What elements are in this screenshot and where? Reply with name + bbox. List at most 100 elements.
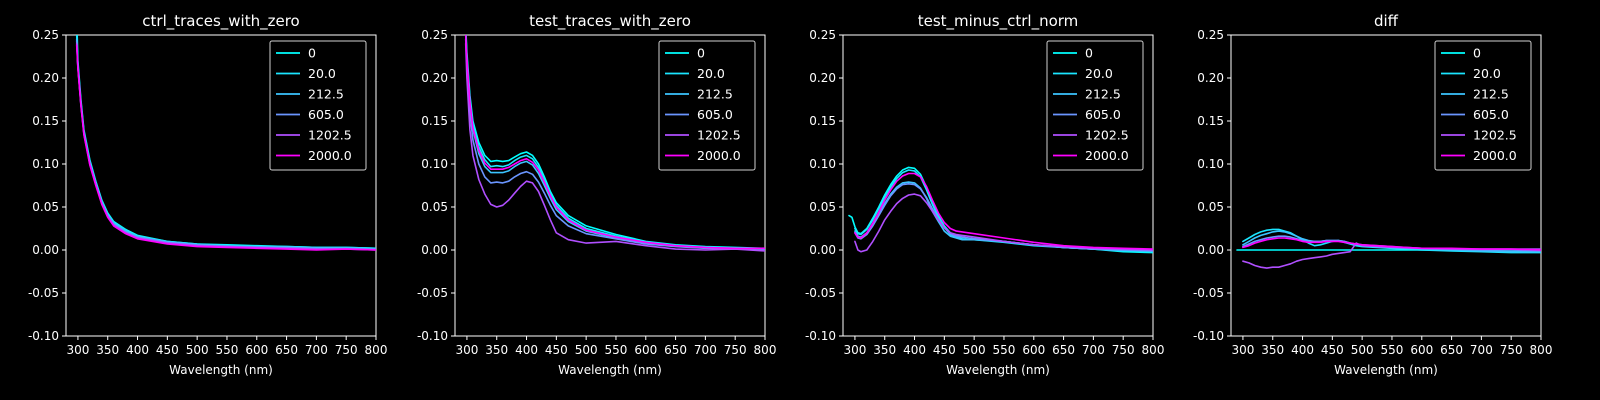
chart-panel-3: test_minus_ctrl_norm 300 350 400 450 500 550 60…: [805, 12, 1165, 377]
x-tick-label: 650: [275, 343, 298, 357]
x-tick-label: 400: [1291, 343, 1314, 357]
y-tick-label: 0.20: [1197, 71, 1224, 85]
y-tick-label: -0.10: [1193, 329, 1224, 343]
y-tick-label: 0.10: [32, 157, 59, 171]
x-tick-label: 350: [96, 343, 119, 357]
series-line-0: [465, 35, 765, 250]
y-tick-label: 0.25: [809, 28, 836, 42]
y-tick-label: 0.20: [32, 71, 59, 85]
x-tick-label: 800: [1142, 343, 1165, 357]
series-group: [75, 35, 376, 251]
x-tick-label: 350: [873, 343, 896, 357]
x-tick-label: 300: [66, 343, 89, 357]
legend-label: 1202.5: [308, 128, 352, 143]
legend-label: 2000.0: [308, 148, 352, 163]
legend-label: 605.0: [1473, 107, 1509, 122]
x-tick-label: 600: [634, 343, 657, 357]
legend-label: 2000.0: [1473, 148, 1517, 163]
y-tick-label: 0.20: [421, 71, 448, 85]
y-tick-label: -0.05: [28, 286, 59, 300]
x-tick-label: 450: [545, 343, 568, 357]
x-tick-label: 300: [455, 343, 478, 357]
y-tick-label: 0.15: [1197, 114, 1224, 128]
x-tick-label: 550: [1381, 343, 1404, 357]
x-tick-label: 700: [305, 343, 328, 357]
x-tick-label: 600: [1410, 343, 1433, 357]
legend-label: 20.0: [1473, 66, 1501, 81]
x-tick-label: 700: [1470, 343, 1493, 357]
x-axis-label: Wavelength (nm): [1334, 363, 1438, 377]
series-line-5: [854, 172, 1153, 250]
chart-panel-2: test_traces_with_zero 300 350 400 450 500 550 6…: [417, 12, 777, 377]
series-line-4: [854, 193, 1153, 253]
x-tick-label: 550: [605, 343, 628, 357]
legend-label: 212.5: [1473, 87, 1509, 102]
y-tick-label: 0.10: [1197, 157, 1224, 171]
x-tick-label: 400: [515, 343, 538, 357]
x-axis-label: Wavelength (nm): [169, 363, 273, 377]
y-tick-label: -0.05: [417, 286, 448, 300]
legend-label: 2000.0: [697, 148, 741, 163]
chart-title: diff: [1374, 12, 1399, 30]
series-line-2: [464, 35, 765, 250]
legend-label: 605.0: [1085, 107, 1121, 122]
x-tick-label: 300: [843, 343, 866, 357]
y-tick-label: 0.00: [809, 243, 836, 257]
y-tick-label: -0.10: [28, 329, 59, 343]
legend-label: 0: [697, 46, 705, 61]
y-tick-label: 0.15: [421, 114, 448, 128]
series-group: [848, 166, 1153, 254]
legend-label: 1202.5: [1473, 128, 1517, 143]
x-tick-label: 650: [1440, 343, 1463, 357]
series-line-5: [75, 44, 376, 251]
x-tick-label: 750: [724, 343, 747, 357]
legend-label: 0: [1473, 46, 1481, 61]
y-tick-label: 0.25: [32, 28, 59, 42]
x-tick-label: 350: [1261, 343, 1284, 357]
x-tick-label: 400: [903, 343, 926, 357]
series-line-3: [464, 38, 765, 250]
x-tick-label: 300: [1231, 343, 1254, 357]
series-line-4: [464, 42, 765, 252]
series-group: [1236, 228, 1541, 269]
x-tick-label: 450: [156, 343, 179, 357]
chart-title: ctrl_traces_with_zero: [142, 12, 299, 31]
y-tick-label: 0.25: [421, 28, 448, 42]
series-group: [464, 35, 765, 252]
legend-label: 20.0: [697, 66, 725, 81]
y-tick-label: 0.05: [421, 200, 448, 214]
y-tick-label: 0.10: [421, 157, 448, 171]
legend: 0 20.0 212.5 605.0 1202.5 2000.0: [269, 40, 367, 171]
y-tick-label: -0.10: [805, 329, 836, 343]
x-tick-label: 450: [1321, 343, 1344, 357]
series-line-1: [1242, 228, 1541, 254]
chart-panel-1: ctrl_traces_with_zero 300 350 400 450 500 550 6…: [28, 12, 388, 377]
x-tick-label: 550: [216, 343, 239, 357]
x-tick-label: 500: [963, 343, 986, 357]
legend-label: 605.0: [697, 107, 733, 122]
y-tick-label: 0.00: [32, 243, 59, 257]
x-tick-label: 550: [993, 343, 1016, 357]
x-tick-label: 500: [186, 343, 209, 357]
legend-label: 212.5: [308, 87, 344, 102]
y-tick-label: 0.10: [809, 157, 836, 171]
legend-label: 20.0: [308, 66, 336, 81]
legend-label: 20.0: [1085, 66, 1113, 81]
chart-title: test_minus_ctrl_norm: [918, 12, 1079, 31]
x-axis-label: Wavelength (nm): [946, 363, 1050, 377]
x-tick-label: 750: [1112, 343, 1135, 357]
series-line-5: [1242, 237, 1541, 251]
legend-label: 212.5: [1085, 87, 1121, 102]
x-tick-label: 500: [575, 343, 598, 357]
legend: 0 20.0 212.5 605.0 1202.5 2000.0: [1434, 40, 1532, 171]
series-line-5: [464, 35, 765, 250]
x-tick-label: 750: [335, 343, 358, 357]
x-tick-label: 350: [485, 343, 508, 357]
x-tick-label: 500: [1351, 343, 1374, 357]
y-tick-label: 0.00: [1197, 243, 1224, 257]
x-tick-label: 400: [126, 343, 149, 357]
y-tick-label: -0.05: [1193, 286, 1224, 300]
x-tick-label: 700: [1082, 343, 1105, 357]
chart-title: test_traces_with_zero: [529, 12, 691, 31]
